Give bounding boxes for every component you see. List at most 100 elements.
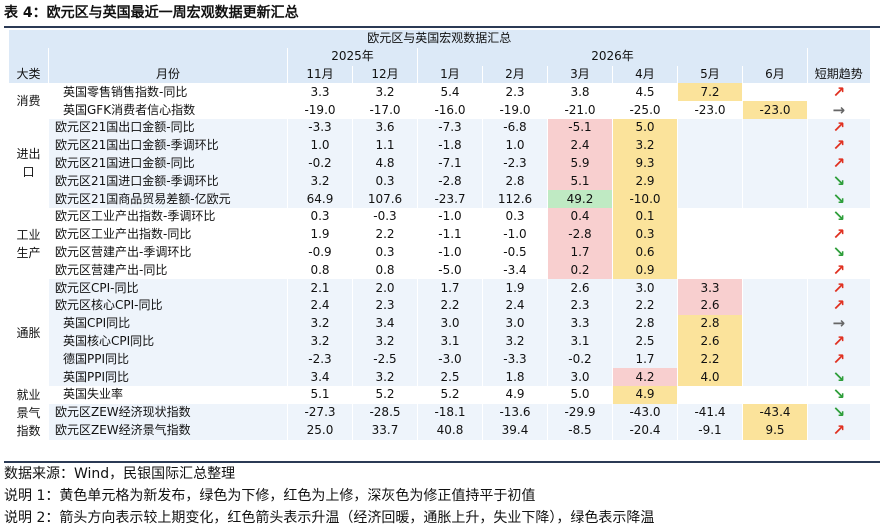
value-cell: 7.2 <box>677 83 743 102</box>
value-cell: 9.5 <box>742 421 808 440</box>
value-cell: 1.9 <box>287 225 353 244</box>
trend-arrow-up-icon: ↗ <box>807 83 870 102</box>
value-cell: 3.2 <box>352 83 418 102</box>
indicator-label: 欧元区营建产出-季调环比 <box>48 243 288 262</box>
value-cell: 64.9 <box>287 190 353 208</box>
value-cell: -3.4 <box>482 261 548 280</box>
month-header: 5月 <box>677 65 743 84</box>
indicator-label: 欧元区ZEW经济景气指数 <box>48 421 288 440</box>
value-cell <box>677 172 743 191</box>
value-cell: 4.9 <box>482 385 548 404</box>
indicator-label: 欧元区21国商品贸易差额-亿欧元 <box>48 190 288 208</box>
indicator-label: 欧元区21国出口金额-同比 <box>48 118 288 137</box>
table-row: 景气指数 欧元区ZEW经济现状指数 -27.3 -28.5 -18.1 -13.6 -29.… <box>8 403 870 440</box>
value-cell: 2.3 <box>547 296 613 315</box>
value-cell: 0.3 <box>612 225 678 244</box>
value-cell: 4.9 <box>612 385 678 404</box>
table-row: 工业生产 欧元区工业产出指数-季调环比 0.3 -0.3 -1.0 0.3 0.4 0.1 ↘ <box>8 207 870 280</box>
value-cell: 4.5 <box>612 83 678 102</box>
header-row-title: 欧元区与英国宏观数据汇总 <box>8 30 870 48</box>
value-cell: 3.2 <box>612 136 678 155</box>
value-cell <box>677 190 743 208</box>
indicator-label: 德国PPI同比 <box>48 350 288 369</box>
value-cell: -3.3 <box>287 118 353 137</box>
value-cell: 0.2 <box>547 261 613 280</box>
table-row: 消费 英国零售销售指数-同比 3.3 3.2 5.4 2.3 3.8 4.5 7.2 ↗ <box>8 83 870 119</box>
table-row: 通胀 欧元区CPI-同比 2.1 2.0 1.7 1.9 2.6 3.0 3.3 ↗ <box>8 279 870 386</box>
trend-arrow-flat-icon: → <box>807 314 870 333</box>
value-cell: -5.0 <box>417 261 483 280</box>
value-cell: -27.3 <box>287 403 353 422</box>
value-cell: 2.1 <box>287 279 353 297</box>
value-cell: 2.6 <box>547 279 613 297</box>
value-cell: 3.3 <box>287 83 353 102</box>
header-row-years: 2025年 2026年 <box>8 47 870 66</box>
value-cell: 2.2 <box>352 225 418 244</box>
table-row: 欧元区21国进口金额-同比 -0.2 4.8 -7.1 -2.3 5.9 9.3 ↗ <box>9 154 870 173</box>
value-cell: 1.7 <box>417 279 483 297</box>
indicator-label: 欧元区工业产出指数-季调环比 <box>48 207 288 226</box>
table-row: 进出口 欧元区21国出口金额-同比 -3.3 3.6 -7.3 -6.8 -5.1 5.0 ↗ <box>8 118 870 208</box>
top-rule <box>4 26 880 28</box>
table-row: 欧元区营建产出-季调环比 -0.9 0.3 -1.0 -0.5 1.7 0.6 ↘ <box>9 243 870 262</box>
table-row: 欧元区ZEW经济景气指数 25.0 33.7 40.8 39.4 -8.5 -20.4 -9.… <box>9 421 870 440</box>
value-cell: 3.2 <box>287 332 353 351</box>
indicator-label: 英国失业率 <box>48 385 288 404</box>
value-cell: -43.4 <box>742 403 808 422</box>
value-cell: 5.1 <box>547 172 613 191</box>
value-cell: 2.8 <box>482 172 548 191</box>
value-cell: -43.0 <box>612 403 678 422</box>
value-cell <box>742 332 808 351</box>
table-row: 就业 英国失业率 5.1 5.2 5.2 4.9 5.0 4.9 ↘ <box>8 385 870 404</box>
value-cell <box>677 207 743 226</box>
trend-arrow-up-icon: ↗ <box>807 136 870 155</box>
value-cell: -10.0 <box>612 190 678 208</box>
value-cell: 3.0 <box>417 314 483 333</box>
value-cell: 1.7 <box>612 350 678 369</box>
trend-arrow-up-icon: ↗ <box>807 296 870 315</box>
value-cell <box>742 172 808 191</box>
table-row: 欧元区核心CPI-同比 2.4 2.3 2.2 2.4 2.3 2.2 2.6 ↗ <box>9 296 870 315</box>
value-cell: 5.9 <box>547 154 613 173</box>
month-header: 1月 <box>417 65 483 84</box>
value-cell: 3.1 <box>547 332 613 351</box>
month-header: 4月 <box>612 65 678 84</box>
value-cell: 9.3 <box>612 154 678 173</box>
value-cell <box>742 190 808 208</box>
value-cell: 3.2 <box>352 332 418 351</box>
value-cell <box>742 118 808 137</box>
value-cell: -2.3 <box>287 350 353 369</box>
value-cell: 5.4 <box>417 83 483 102</box>
trend-arrow-up-icon: ↗ <box>807 225 870 244</box>
value-cell <box>742 385 808 404</box>
value-cell: -19.0 <box>482 101 548 119</box>
value-cell <box>742 261 808 280</box>
value-cell: 2.8 <box>612 314 678 333</box>
value-cell: -16.0 <box>417 101 483 119</box>
table-row: 欧元区21国出口金额-季调环比 1.0 1.1 -1.8 1.0 2.4 3.2 ↗ <box>9 136 870 155</box>
indicator-label: 欧元区21国进口金额-同比 <box>48 154 288 173</box>
trend-arrow-flat-icon: → <box>807 101 870 119</box>
value-cell: 112.6 <box>482 190 548 208</box>
value-cell: -20.4 <box>612 421 678 440</box>
value-cell: 4.0 <box>677 368 743 386</box>
indicator-label: 欧元区21国进口金额-季调环比 <box>48 172 288 191</box>
month-header: 12月 <box>352 65 418 84</box>
value-cell <box>677 225 743 244</box>
value-cell: 40.8 <box>417 421 483 440</box>
value-cell <box>742 243 808 262</box>
month-header: 3月 <box>547 65 613 84</box>
value-cell: -5.1 <box>547 118 613 137</box>
value-cell: 39.4 <box>482 421 548 440</box>
value-cell: 5.0 <box>612 118 678 137</box>
trend-arrow-up-icon: ↗ <box>807 332 870 351</box>
value-cell: 3.2 <box>287 172 353 191</box>
value-cell: -2.8 <box>417 172 483 191</box>
value-cell <box>742 279 808 297</box>
value-cell: 107.6 <box>352 190 418 208</box>
value-cell: 2.5 <box>612 332 678 351</box>
table-row: 英国CPI同比 3.2 3.4 3.0 3.0 3.3 2.8 2.8 → <box>9 314 870 333</box>
value-cell: -7.1 <box>417 154 483 173</box>
value-cell: 5.0 <box>547 385 613 404</box>
category-cell: 景气指数 <box>8 403 49 440</box>
